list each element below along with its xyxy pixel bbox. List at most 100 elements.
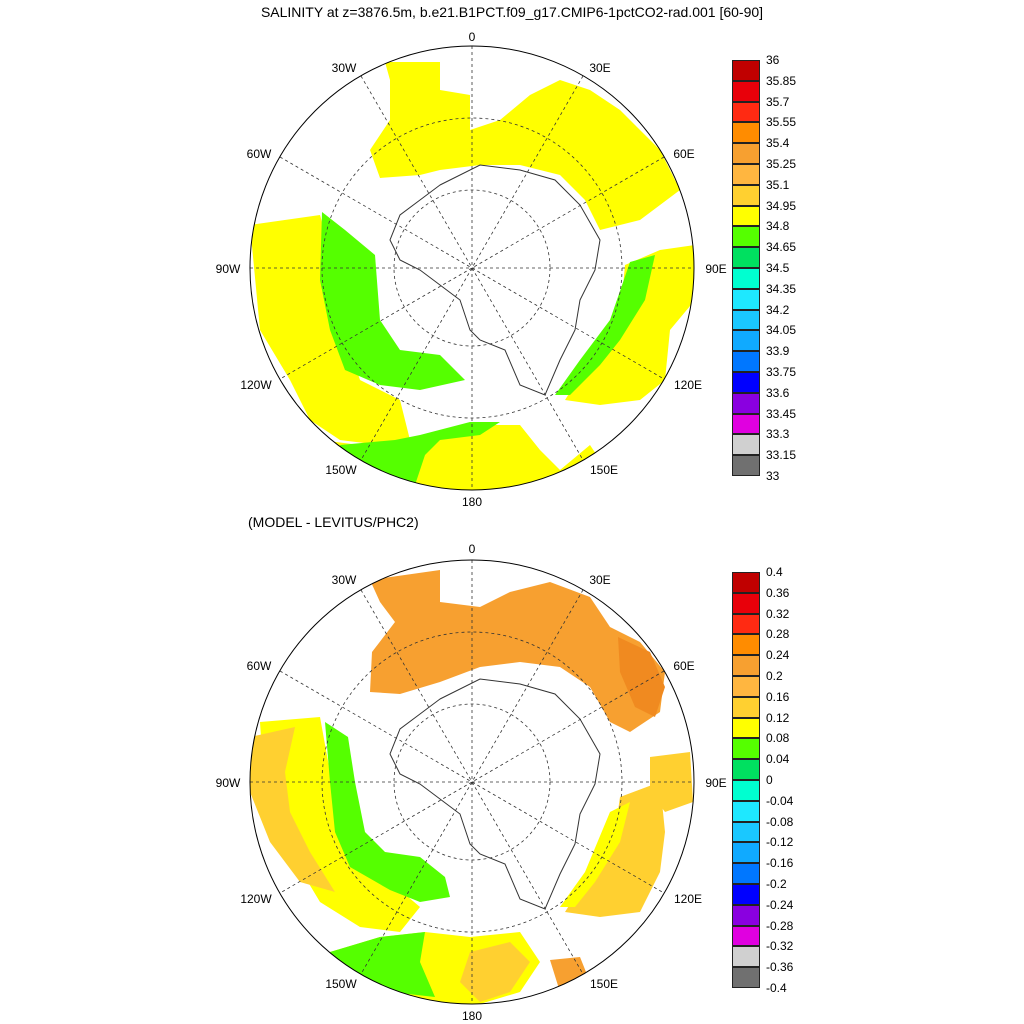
lon-label-30w: 30W [332,573,357,587]
lon-label-180: 180 [462,1009,482,1023]
colorbar-swatch [732,863,760,884]
lon-label-90e: 90E [705,262,726,276]
colorbar-swatch [732,925,760,947]
colorbar-label: 0.16 [766,689,790,704]
colorbar-label: -0.36 [766,960,794,975]
anomaly-region-light-orange-south [460,942,530,1002]
lon-label-120e: 120E [674,378,702,392]
bottom-longitude-labels: 0 30E 60E 90E 120E 150E 180 150W 120W 90… [216,542,727,1023]
colorbar-swatch [732,717,760,739]
colorbar-label: -0.28 [766,918,794,933]
colorbar-label: 35.7 [766,94,790,109]
colorbar-label: 0.08 [766,731,790,746]
colorbar-label: -0.32 [766,939,794,954]
antarctica-coastline [389,164,601,396]
colorbar-label: 0.12 [766,710,790,725]
colorbar-label: 34.5 [766,261,790,275]
lon-label-150e: 150E [590,977,618,991]
anomaly-region-green-south [330,932,435,997]
lon-label-90e: 90E [705,776,726,790]
lon-label-30e: 30E [589,61,610,75]
colorbar-label: 0.32 [766,606,790,621]
colorbar-swatch [732,268,760,289]
colorbar-swatch [732,780,760,801]
colorbar-swatch [732,821,760,843]
colorbar-swatch [732,392,760,414]
lon-label-180: 180 [462,495,482,509]
colorbar-label: 34.65 [766,240,797,255]
anomaly-region-orange-north [370,570,665,732]
bottom-polar-map: 0 30E 60E 90E 120E 150E 180 150W 120W 90… [216,542,727,1023]
colorbar-label: -0.16 [766,856,794,871]
colorbar-swatch [732,904,760,926]
colorbar-swatch [732,413,760,435]
top-polar-map: 0 30E 60E 90E 120E 150E 180 150W 120W 90… [216,30,727,509]
colorbar-label: 0 [766,773,773,787]
colorbar-label: 33.6 [766,385,790,400]
bottom-title: (MODEL - LEVITUS/PHC2) [248,514,419,530]
colorbar-label: 0.2 [766,669,783,683]
colorbar-swatch [732,572,760,593]
colorbar-label: 33.15 [766,448,797,463]
colorbar-label: 33 [766,469,780,483]
salinity-region-green-south [340,422,500,485]
lon-label-90w: 90W [216,776,241,790]
colorbar-label: -0.12 [766,835,794,850]
salinity-region-yellow-north [370,62,680,230]
colorbar-swatch [732,143,760,164]
lon-label-30e: 30E [589,573,610,587]
colorbar-swatch [732,330,760,352]
colorbar-label: 0.04 [766,752,790,767]
lon-label-120e: 120E [674,892,702,906]
lon-label-30w: 30W [332,61,357,75]
colorbar-swatch [732,676,760,697]
lon-label-150e: 150E [590,463,618,477]
colorbar-swatch [732,80,760,102]
lon-label-120w: 120W [240,892,272,906]
lon-label-90w: 90W [216,262,241,276]
colorbar-swatch [732,101,760,123]
colorbar-swatch [732,592,760,614]
anomaly-region-dark-orange-60e [618,637,665,717]
colorbar-swatch [732,434,760,456]
lon-label-150w: 150W [325,463,357,477]
colorbar-swatch [732,946,760,968]
colorbar-swatch [732,800,760,822]
lon-label-60e: 60E [673,147,694,161]
salinity-region-green-west [320,212,465,390]
colorbar-label: -0.04 [766,793,794,808]
colorbar-label: 33.75 [766,365,797,379]
colorbar-label: 33.9 [766,344,790,359]
colorbar-swatch [732,122,760,144]
colorbar-label: 0.24 [766,648,790,663]
colorbar-swatch [732,205,760,227]
colorbar-swatch [732,634,760,656]
colorbar-label: 33.3 [766,427,790,442]
colorbar-label: 34.2 [766,302,790,317]
colorbar-swatch [732,351,760,372]
anomaly-region-orange-150e [550,957,590,992]
anomaly-region-green-west [325,722,450,902]
bottom-colorbar [732,572,760,988]
colorbar-swatch [732,60,760,81]
anomaly-region-light-orange-west [250,727,335,892]
colorbar-label: 35.4 [766,136,790,151]
colorbar-swatch [732,226,760,248]
colorbar-label: 0.36 [766,585,790,600]
lon-label-120w: 120W [240,378,272,392]
colorbar-swatch [732,184,760,206]
colorbar-label: -0.24 [766,897,794,912]
colorbar-swatch [732,372,760,393]
lon-label-60e: 60E [673,659,694,673]
colorbar-swatch [732,738,760,760]
colorbar-swatch [732,967,760,988]
colorbar-swatch [732,884,760,905]
colorbar-label: 35.85 [766,73,797,88]
colorbar-label: 36 [766,53,780,67]
top-graticule [250,46,694,490]
colorbar-label: -0.08 [766,814,794,829]
anomaly-region-yellow-east [560,802,630,907]
colorbar-label: -0.2 [766,877,787,891]
top-title: SALINITY at z=3876.5m, b.e21.B1PCT.f09_g… [260,4,764,20]
colorbar-label: 35.1 [766,177,790,192]
